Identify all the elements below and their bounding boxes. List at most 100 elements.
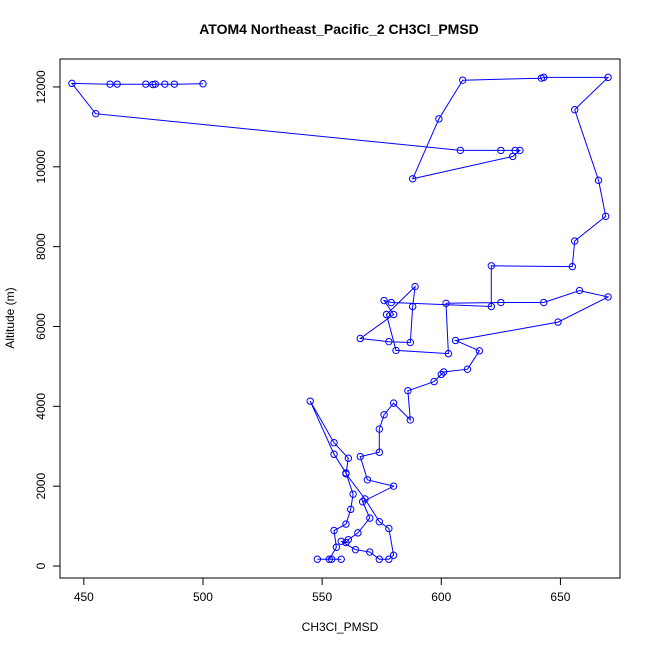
data-point [363, 476, 372, 484]
plot-frame [59, 58, 621, 579]
data-point [344, 454, 353, 462]
series-line [70, 76, 610, 560]
data-point [594, 176, 603, 185]
y-axis-label: Altitude (m) [3, 287, 17, 348]
data-point [497, 146, 505, 155]
data-point [354, 529, 362, 537]
data-point [554, 318, 562, 326]
data-point [361, 495, 369, 503]
data-point [456, 146, 465, 155]
data-point [389, 310, 398, 319]
data-point [392, 346, 400, 355]
data-point [487, 262, 496, 270]
x-axis: 450 500 550 600 650 [74, 577, 571, 604]
data-point [435, 115, 443, 123]
data-point [389, 551, 398, 559]
data-point [406, 416, 414, 424]
data-point [380, 296, 388, 305]
data-point [389, 399, 398, 407]
data-point [571, 237, 579, 245]
data-point [337, 555, 345, 563]
data-point [337, 537, 345, 545]
data-point [149, 80, 157, 89]
y-tick-label: 12000 [34, 70, 48, 104]
data-point [375, 448, 384, 456]
data-point [356, 334, 364, 343]
data-point [347, 505, 355, 514]
data-point [497, 298, 505, 307]
data-point [437, 370, 445, 379]
y-tick-label: 10000 [34, 150, 48, 184]
data-point [330, 450, 338, 458]
data-point [411, 282, 419, 291]
data-point [602, 212, 610, 220]
data-point [366, 514, 374, 522]
data-point [161, 80, 169, 88]
x-tick-label: 650 [550, 590, 570, 604]
data-point [408, 302, 417, 311]
x-axis-label: CH3Cl_PMSD [302, 620, 379, 634]
data-point [349, 490, 357, 498]
data-point [451, 336, 460, 345]
data-point [571, 106, 579, 114]
data-point [487, 302, 496, 311]
data-point [430, 377, 438, 386]
data-point [540, 73, 548, 82]
data-point [342, 520, 350, 528]
data-point [330, 438, 338, 447]
data-point [68, 79, 76, 88]
data-point [113, 80, 121, 88]
data-point [404, 387, 412, 395]
y-tick-label: 2000 [34, 473, 48, 500]
data-point [325, 555, 333, 563]
data-point [463, 365, 472, 373]
data-point [375, 425, 384, 433]
data-point [509, 152, 517, 161]
data-point [351, 545, 360, 554]
data-point [142, 80, 150, 88]
data-point [332, 543, 341, 551]
x-tick-label: 500 [193, 590, 213, 604]
data-point [604, 73, 612, 82]
data-point [306, 397, 314, 405]
data-point [385, 524, 393, 533]
data-point [342, 469, 350, 477]
data-point [389, 482, 398, 490]
data-point [385, 555, 393, 563]
data-point [375, 555, 384, 563]
data-point [199, 80, 207, 88]
y-tick-label: 0 [34, 562, 48, 569]
x-tick-label: 450 [74, 590, 94, 604]
data-point [575, 286, 584, 295]
data-point [170, 80, 179, 88]
data-point [375, 518, 384, 526]
data-point [387, 298, 395, 307]
y-tick-label: 6000 [34, 313, 48, 340]
x-tick-label: 600 [431, 590, 451, 604]
series-layer [68, 73, 612, 563]
data-point [406, 338, 414, 347]
y-tick-label: 8000 [34, 233, 48, 260]
data-point [366, 548, 374, 556]
y-tick-label: 4000 [34, 393, 48, 420]
data-point [408, 175, 417, 183]
data-point [540, 298, 548, 307]
data-point [330, 526, 338, 535]
chart-title: ATOM4 Northeast_Pacific_2 CH3Cl_PMSD [199, 21, 479, 37]
y-axis: 0 2000 4000 6000 8000 10000 12000 [34, 70, 61, 569]
data-point [356, 452, 364, 461]
data-point [327, 555, 336, 563]
data-point [444, 349, 453, 358]
data-point [313, 555, 322, 563]
data-point [106, 80, 114, 88]
data-point [604, 293, 612, 301]
data-point [442, 299, 450, 308]
x-tick-label: 550 [312, 590, 332, 604]
data-point [568, 262, 577, 271]
data-point [475, 347, 484, 355]
data-point [385, 337, 393, 346]
data-point [342, 538, 350, 547]
data-point [380, 411, 388, 419]
data-point [439, 368, 448, 376]
